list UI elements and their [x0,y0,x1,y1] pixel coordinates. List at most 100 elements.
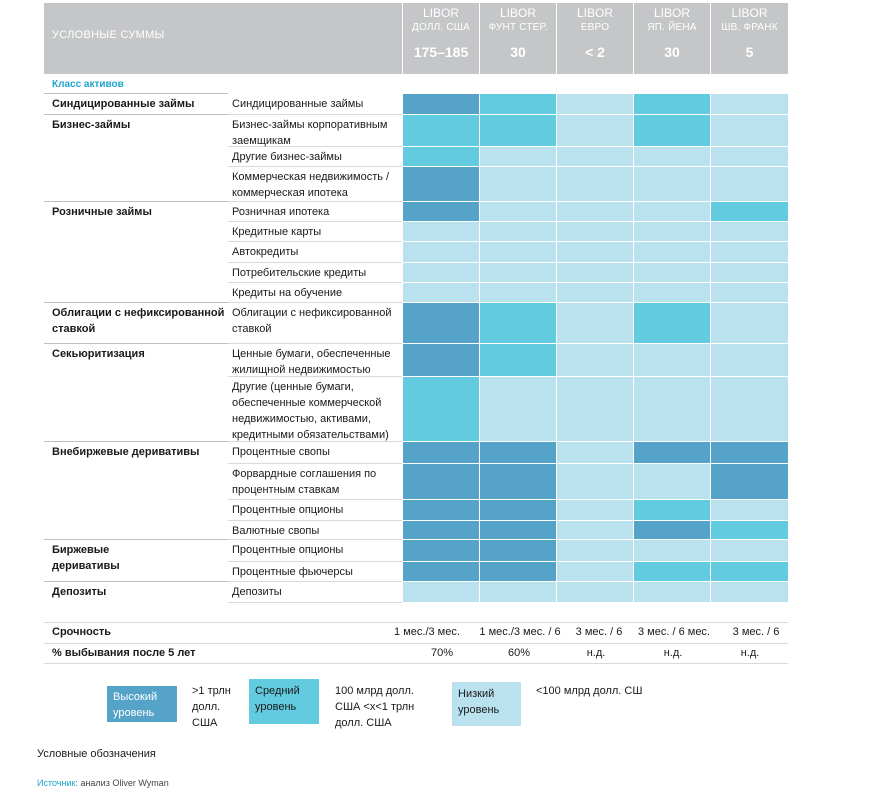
heatmap-cell [480,94,556,114]
attrition-value: н.д. [663,647,683,659]
row-divider [228,441,402,442]
header-col-currency: ЯП. ЙЕНА [647,22,697,33]
heatmap-cell [634,303,710,343]
header-col-currency: ФУНТ СТЕР. [488,22,548,33]
row-label: Автокредиты [232,246,299,258]
heatmap-cell [557,582,633,602]
heatmap-cell [557,202,633,221]
heatmap-cell [557,464,633,499]
header-col-usd: LIBOR ДОЛЛ. США 175–185 [403,3,479,74]
heatmap-cell [634,500,710,520]
heatmap-cell [711,167,788,201]
heatmap-cell [403,222,479,241]
heatmap-cell [711,222,788,241]
heatmap-cell [634,94,710,114]
row-label: Потребительские кредиты [232,267,367,279]
row-label: Процентные опционы [232,504,344,516]
heatmap-cell [403,442,479,463]
heatmap-cell [634,202,710,221]
source-note: Источник: анализ Oliver Wyman [37,778,169,788]
row-label: Форвардные соглашения по процентным став… [232,468,377,496]
row-divider [228,302,402,303]
heatmap-cell [403,242,479,262]
row-divider [228,539,402,540]
heatmap-cell [480,582,556,602]
category-divider [44,201,228,202]
row-label: Другие бизнес-займы [232,151,342,163]
heatmap-cell [634,582,710,602]
row-label: Процентные свопы [232,446,330,458]
heatmap-cell [557,167,633,201]
attrition-value: н.д. [740,647,760,659]
header-col-eur: LIBOR ЕВРО < 2 [557,3,633,74]
asset-class-heading: Класс активов [52,79,124,90]
heatmap-cell [711,283,788,302]
legend-low-desc: <100 млрд долл. СШ [536,685,643,697]
heatmap-cell [711,115,788,146]
row-label: Процентные опционы [232,544,344,556]
heatmap-cell [634,147,710,166]
heatmap-cell [634,167,710,201]
heatmap-cell [634,377,710,441]
maturity-value: 3 мес. / 6 [732,626,780,638]
row-divider [228,581,402,582]
row-label: Кредиты на обучение [232,287,343,299]
heatmap-cell [403,582,479,602]
heatmap-cell [557,377,633,441]
heatmap-cell [403,521,479,539]
header-col-chf: LIBOR ШВ. ФРАНК 5 [711,3,788,74]
row-label: Облигации с нефиксированной ставкой [232,307,392,335]
heatmap-cell [634,562,710,581]
row-divider [228,166,402,167]
heatmap-cell [557,500,633,520]
row-divider [228,602,402,603]
header-col-gbp: LIBOR ФУНТ СТЕР. 30 [480,3,556,74]
heatmap-cell [634,344,710,376]
legend-title: Условные обозначения [37,748,156,760]
heatmap-cell [557,94,633,114]
heatmap-cell [557,303,633,343]
heatmap-cell [557,521,633,539]
category-divider [44,343,228,344]
row-label: Кредитные карты [232,226,322,238]
heatmap-cell [634,464,710,499]
row-divider [228,499,402,500]
heatmap-cell [403,344,479,376]
header-col-currency: ДОЛЛ. США [412,22,470,33]
heatmap-cell [557,442,633,463]
header-notional-label: УСЛОВНЫЕ СУММЫ [52,29,165,41]
attrition-value: 60% [507,647,531,659]
heatmap-cell [711,303,788,343]
header-col-amount: 5 [745,44,754,60]
heatmap-cell [480,344,556,376]
source-text: анализ Oliver Wyman [80,778,169,788]
heatmap-cell [403,94,479,114]
heatmap-cell [403,115,479,146]
heatmap-cell [557,115,633,146]
footer-divider [44,622,788,623]
category-label: Синдицированные займы [52,98,195,110]
heatmap-cell [480,464,556,499]
heatmap-cell [480,263,556,282]
category-divider [44,302,228,303]
header-col-amount: < 2 [585,44,605,60]
attrition-value: н.д. [586,647,606,659]
heatmap-cell [403,377,479,441]
heatmap-cell [403,540,479,561]
row-divider [228,520,402,521]
row-divider [228,561,402,562]
legend-high-desc: >1 трлн долл. США [192,685,231,729]
header-col-title: LIBOR [731,6,768,20]
heatmap-cell [557,540,633,561]
heatmap-cell [403,263,479,282]
row-label: Депозиты [232,586,282,598]
attrition-value: 70% [430,647,454,659]
row-divider [228,146,402,147]
row-label: Другие (ценные бумаги, обеспеченные комм… [232,381,389,441]
heatmap-cell [634,222,710,241]
legend-medium-swatch: Средний уровень [249,679,319,724]
header-col-jpy: LIBOR ЯП. ЙЕНА 30 [634,3,710,74]
header-col-title: LIBOR [499,6,536,20]
heatmap-cell [557,283,633,302]
